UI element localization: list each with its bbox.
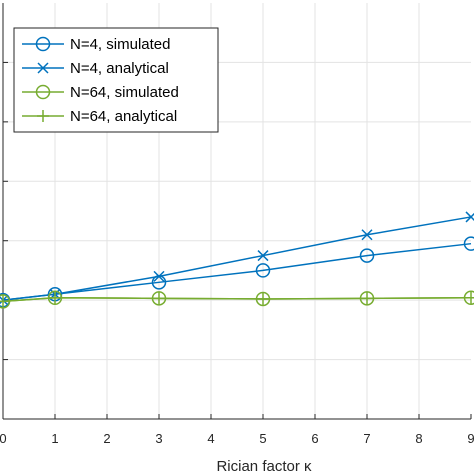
legend-entry: N=64, analytical — [22, 108, 177, 125]
x-tick-label: 7 — [363, 431, 370, 446]
data-point-marker — [35, 84, 51, 100]
data-point-marker — [37, 110, 49, 122]
series-layer — [0, 211, 474, 309]
legend-box — [13, 27, 219, 133]
x-tick-label: 9 — [467, 431, 474, 446]
series-n-64-analytical — [0, 291, 474, 308]
series-line — [2, 216, 472, 301]
legend-entry: N=4, simulated — [22, 36, 170, 53]
data-point-marker — [37, 62, 49, 74]
data-point-marker — [463, 236, 474, 251]
x-tick-label: 1 — [51, 431, 58, 446]
data-point-marker — [153, 270, 165, 282]
x-tick-label: 8 — [415, 431, 422, 446]
x-tick-label: 5 — [259, 431, 266, 446]
legend-label: N=4, analytical — [70, 60, 169, 77]
legend-entry: N=64, simulated — [22, 84, 179, 101]
legend-label: N=64, simulated — [70, 84, 179, 101]
x-tick-label: 4 — [207, 431, 214, 446]
data-point-marker — [0, 295, 9, 308]
data-point-marker — [257, 292, 269, 305]
legend: N=4, simulated N=4, analytical N=64, simul… — [13, 27, 219, 133]
data-point-marker — [361, 229, 373, 241]
marker-stroke — [153, 270, 165, 282]
data-point-marker — [465, 211, 474, 223]
x-tick-label: 2 — [103, 431, 110, 446]
marker-stroke — [465, 212, 474, 223]
data-point-marker — [465, 291, 474, 304]
data-point-marker — [361, 292, 373, 305]
marker-stroke — [257, 250, 269, 262]
data-point-marker — [255, 263, 271, 278]
data-point-marker — [359, 248, 375, 263]
series-line — [2, 297, 472, 303]
x-tick-label: 3 — [155, 431, 162, 446]
legend-entry: N=4, analytical — [22, 60, 169, 77]
x-tick-labels: 0 1 2 3 4 5 6 7 8 9 — [0, 431, 474, 446]
data-point-marker — [49, 291, 61, 304]
x-axis-label: Rician factor κ — [216, 458, 312, 474]
legend-label: N=64, analytical — [70, 108, 177, 125]
x-tick-label: 0 — [0, 431, 7, 446]
x-tick-label: 6 — [311, 431, 318, 446]
marker-stroke — [37, 62, 49, 74]
data-point-marker — [35, 36, 51, 52]
marker-stroke — [361, 229, 373, 241]
data-point-marker — [257, 250, 269, 262]
data-point-marker — [153, 292, 165, 305]
legend-label: N=4, simulated — [70, 36, 170, 53]
